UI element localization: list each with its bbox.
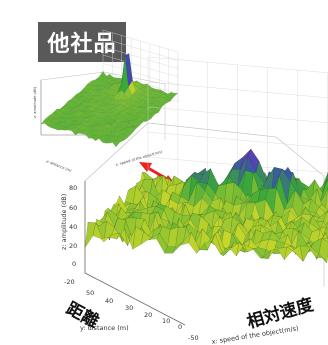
x-tick-minus-50: -50 — [188, 334, 199, 342]
main-z-axis-label: z: amplitude (dB) — [60, 194, 68, 250]
grid-line — [147, 106, 328, 124]
surface-facet — [112, 140, 121, 148]
arrow-head-left — [139, 162, 152, 172]
inset-z-axis-label: z: amplitude (dB) — [33, 86, 37, 118]
inset-x-axis-label: x: speed of the object(m/s) — [115, 150, 163, 167]
y-tick-50: 50 — [86, 289, 94, 297]
competitor-product-badge: 他社品 — [38, 22, 126, 62]
main-y-axis-label: y: distance (m) — [80, 324, 129, 332]
inset-y-axis-label: y: distance (m) — [46, 159, 73, 173]
z-tick-40: 40 — [69, 223, 77, 231]
z-tick-20: 20 — [69, 242, 77, 250]
y-tick-20: 20 — [144, 311, 152, 319]
z-tick-80: 80 — [69, 184, 77, 192]
inset-back-frame — [40, 71, 166, 140]
z-tick-minus-20: -20 — [64, 278, 75, 286]
surface-facet — [315, 253, 328, 264]
grid-line — [147, 81, 328, 99]
y-tick-10: 10 — [162, 317, 170, 325]
y-tick-30: 30 — [125, 304, 133, 312]
y-tick-0: 0 — [178, 323, 182, 331]
main-plot: 80 60 40 20 0 -20 50 40 30 20 10 0 -50 z… — [60, 56, 328, 345]
main-surface — [84, 148, 328, 264]
z-tick-0: 0 — [72, 260, 76, 268]
z-tick-60: 60 — [69, 204, 77, 212]
inset-surface — [40, 53, 179, 148]
inset-plot: z: amplitude (dB) y: distance (m) x: spe… — [33, 29, 179, 173]
y-tick-40: 40 — [105, 297, 113, 305]
grid-line — [147, 131, 328, 149]
grid-line — [147, 56, 328, 74]
inset-grid — [102, 29, 179, 103]
main-front-frame — [84, 181, 186, 326]
